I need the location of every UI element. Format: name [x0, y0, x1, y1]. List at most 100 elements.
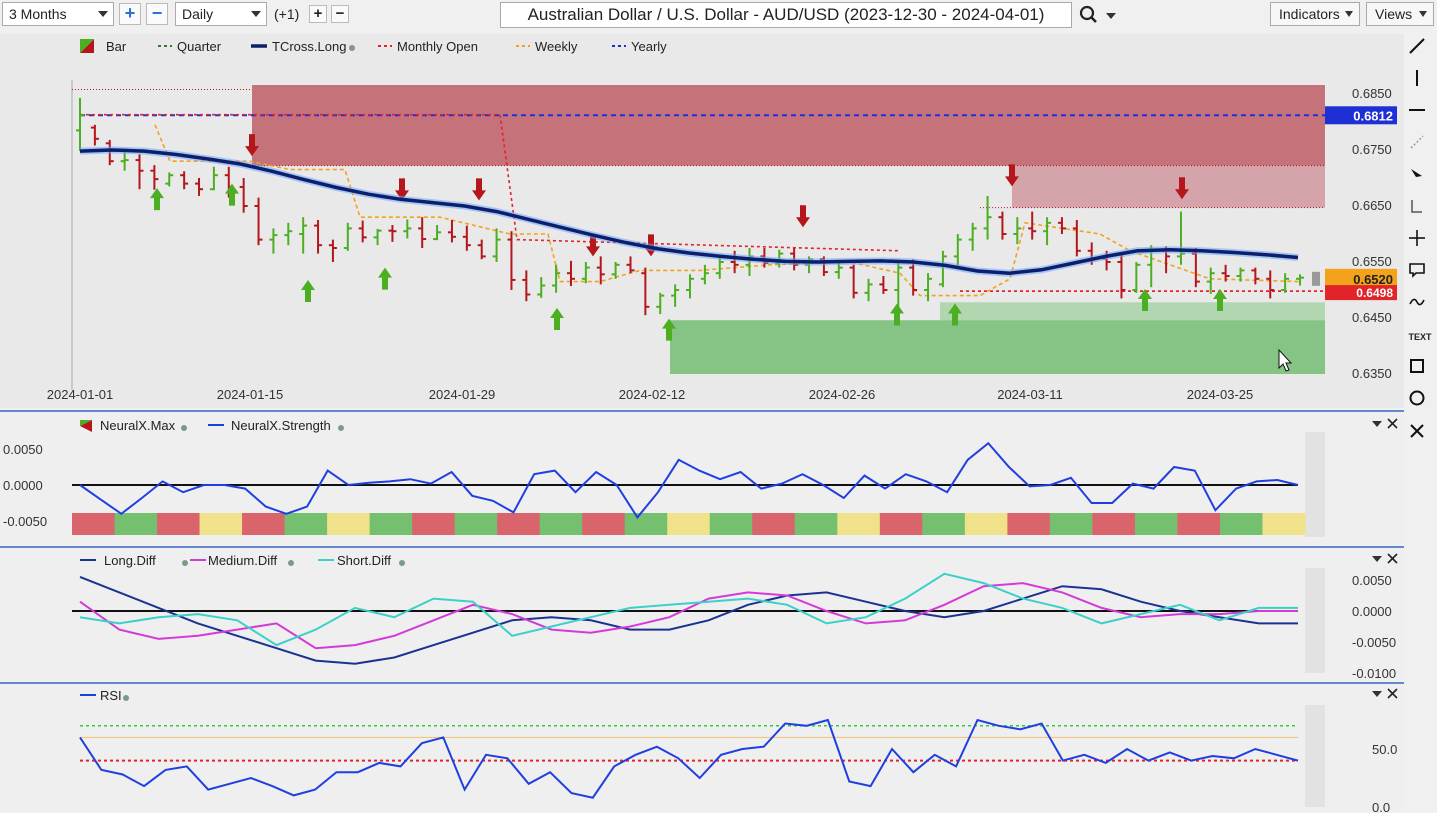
- diff-tick-label: -0.0100: [1352, 666, 1396, 681]
- date-tick-label: 2024-01-15: [217, 387, 284, 402]
- price-tick-label: 0.6850: [1352, 86, 1392, 101]
- fib-button[interactable]: [1407, 196, 1433, 222]
- weekly-level-line: [154, 124, 1301, 297]
- legend-label: Long.Diff: [104, 553, 156, 568]
- horizontal-line-button[interactable]: [1407, 100, 1433, 126]
- neuralx-strength-line: [79, 441, 1299, 520]
- zoom-in-button[interactable]: +: [119, 3, 141, 25]
- rsi-panel-background: [0, 686, 1404, 813]
- diff-tick-label: -0.0050: [1352, 635, 1396, 650]
- neuralx-max-block: [879, 513, 923, 535]
- date-tick-label: 2024-02-26: [809, 387, 876, 402]
- range-select[interactable]: 3 Months: [2, 2, 114, 26]
- interval-step: (+1): [274, 6, 300, 22]
- rsi-tick-label: 50.0: [1372, 742, 1397, 757]
- views-label: Views: [1375, 6, 1413, 22]
- legend-label: Monthly Open: [397, 39, 478, 54]
- crosshair-button[interactable]: [1407, 228, 1433, 254]
- bar-legend-icon: [80, 39, 94, 53]
- tcross-long-line: [79, 148, 1299, 275]
- neuralx-max-block: [1092, 513, 1136, 535]
- close-icon: [1410, 424, 1424, 438]
- legend-label: Short.Diff: [337, 553, 391, 568]
- range-select-value: 3 Months: [9, 6, 67, 22]
- ray-icon: [1410, 135, 1424, 149]
- panel-collapse-icon: [1372, 691, 1382, 697]
- panel-close-icon: [1387, 418, 1398, 429]
- settings-dot-icon: [399, 560, 405, 566]
- last-price-tag: [1325, 268, 1397, 287]
- neuralx-tick-label: 0.0000: [3, 478, 43, 493]
- yearly-price-tag: [1325, 106, 1397, 125]
- buy-signal-arrow-icon: [378, 267, 392, 290]
- neuralx-max-block: [624, 513, 668, 535]
- step-minus-button[interactable]: −: [331, 5, 349, 23]
- neuralx-max-block: [1219, 513, 1263, 535]
- neuralx-max-block: [114, 513, 158, 535]
- rsi-line: [79, 718, 1299, 799]
- neuralx-max-block: [412, 513, 456, 535]
- sell-signal-arrow-icon: [796, 205, 810, 228]
- neuralx-max-block: [1049, 513, 1093, 535]
- rsi-scroll-area: [1305, 705, 1325, 807]
- circle-icon: [1409, 390, 1425, 406]
- arrow-tool-icon: [1411, 169, 1422, 177]
- settings-dot-icon: [123, 695, 129, 701]
- search-button[interactable]: [1078, 3, 1120, 27]
- neuralx-max-block: [539, 513, 583, 535]
- diff-tick-label: 0.0000: [1352, 604, 1392, 619]
- legend-label: Yearly: [631, 39, 667, 54]
- chart-area[interactable]: 0.6850 0.6750 0.6650 0.6550 0.6450 0.6350 2024…: [0, 0, 1404, 813]
- neuralx-max-block: [284, 513, 328, 535]
- legend-label: TCross.Long: [272, 39, 346, 54]
- circle-button[interactable]: [1407, 388, 1433, 414]
- arrow-tool-button[interactable]: [1407, 164, 1433, 190]
- zoom-out-button[interactable]: −: [146, 3, 168, 25]
- neuralx-max-block: [157, 513, 201, 535]
- delete-drawings-button[interactable]: [1407, 421, 1433, 447]
- price-tick-label: 0.6550: [1352, 254, 1392, 269]
- line-tool-button[interactable]: [1407, 36, 1433, 62]
- neuralx-max-block: [922, 513, 966, 535]
- symbol-title-field[interactable]: Australian Dollar / U.S. Dollar - AUD/US…: [500, 2, 1072, 28]
- legend-label: NeuralX.Strength: [231, 418, 331, 433]
- sell-signal-arrow-icon: [1175, 177, 1189, 200]
- buy-signal-arrow-icon: [1138, 288, 1152, 311]
- step-plus-button[interactable]: +: [309, 5, 327, 23]
- support-zone-2: [940, 302, 1325, 321]
- neuralx-max-block: [497, 513, 541, 535]
- views-button[interactable]: Views: [1366, 2, 1434, 26]
- sell-signal-arrow-icon: [1005, 164, 1019, 187]
- text-tool-button[interactable]: TEXT: [1407, 324, 1433, 350]
- buy-signal-arrow-icon: [890, 303, 904, 326]
- indicators-button[interactable]: Indicators: [1270, 2, 1360, 26]
- legend-label: RSI: [100, 688, 122, 703]
- drawing-toolbar: TEXT: [1404, 32, 1437, 813]
- interval-select[interactable]: Daily: [175, 2, 267, 26]
- horizontal-line-icon: [1409, 109, 1425, 111]
- rsi-tick-label: 0.0: [1372, 800, 1390, 813]
- settings-dot-icon: [288, 560, 294, 566]
- note-button[interactable]: [1407, 260, 1433, 286]
- rectangle-icon: [1410, 359, 1424, 373]
- settings-dot-icon: [338, 425, 344, 431]
- buy-signal-arrow-icon: [301, 280, 315, 302]
- rectangle-button[interactable]: [1407, 356, 1433, 382]
- price-tick-label: 0.6450: [1352, 310, 1392, 325]
- neuralx-max-block: [1134, 513, 1178, 535]
- buy-signal-arrow-icon: [662, 318, 676, 341]
- indicators-label: Indicators: [1279, 6, 1340, 22]
- panel-collapse-icon: [1372, 421, 1382, 427]
- wave-icon: [1409, 298, 1425, 306]
- neuralx-max-block: [199, 513, 243, 535]
- neuralx-max-block: [1262, 513, 1306, 535]
- vertical-line-button[interactable]: [1407, 68, 1433, 94]
- vertical-line-icon: [1416, 70, 1418, 86]
- neuralx-max-block: [709, 513, 753, 535]
- diff-series-line: [79, 572, 1298, 647]
- ray-button[interactable]: [1407, 132, 1433, 158]
- sell-signal-arrow-icon: [472, 178, 486, 201]
- neuralx-max-block: [369, 513, 413, 535]
- wave-button[interactable]: [1407, 292, 1433, 318]
